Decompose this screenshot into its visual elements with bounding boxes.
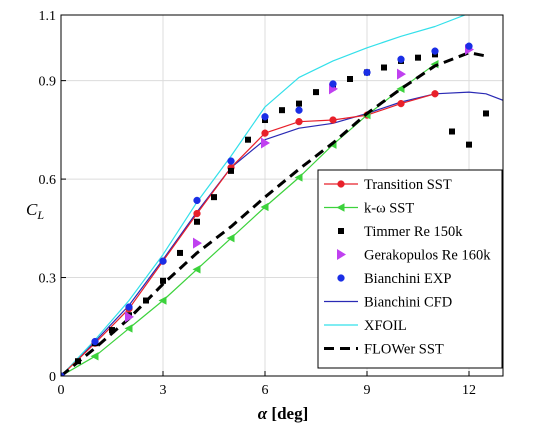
legend-item-k-sst: k-ω SST	[324, 201, 414, 217]
data-point-bianchini-exp	[61, 372, 65, 376]
tick-labels: 0 3 6 9 12 0 0.3 0.6 0.9 1.1	[39, 9, 477, 398]
data-point-k-sst	[192, 265, 201, 274]
legend-label: Transition SST	[364, 177, 452, 193]
legend-marker-gerakopulos-re-160k	[337, 249, 346, 260]
data-point-gerakopulos-re-160k	[397, 68, 406, 80]
y-tick-label: 0.9	[39, 75, 57, 90]
data-point-k-sst	[260, 202, 269, 212]
data-point-k-sst	[226, 233, 235, 243]
legend-marker-k-sst	[336, 203, 345, 212]
legend-item-timmer-re-150k: Timmer Re 150k	[338, 224, 463, 240]
data-point-bianchini-exp	[227, 157, 235, 165]
series-line-flower-sst	[61, 51, 487, 376]
data-point-timmer-re-150k	[449, 128, 455, 135]
legend-label: Gerakopulos Re 160k	[364, 248, 491, 264]
legend-label: FLOWer SST	[364, 342, 444, 358]
data-point-k-sst	[124, 324, 133, 333]
y-tick-label: 0.6	[39, 173, 57, 188]
series-bianchini-cfd	[61, 91, 503, 376]
legend: Transition SST k-ω SST Timmer Re 150k Gerak…	[317, 169, 503, 369]
x-tick-label: 3	[160, 383, 167, 398]
data-point-bianchini-exp	[329, 80, 337, 88]
legend-label: Timmer Re 150k	[364, 224, 463, 240]
data-point-timmer-re-150k	[75, 358, 81, 365]
x-tick-label: 9	[364, 383, 371, 398]
data-point-transition-sst	[295, 118, 303, 126]
data-point-gerakopulos-re-160k	[193, 237, 202, 249]
x-tick-label: 0	[58, 383, 65, 398]
data-point-transition-sst	[329, 116, 337, 124]
data-point-timmer-re-150k	[228, 167, 234, 174]
data-point-transition-sst	[397, 99, 405, 108]
y-tick-label: 0	[49, 370, 56, 385]
y-axis-label: CL	[26, 200, 44, 222]
x-tick-label: 12	[462, 383, 476, 398]
data-point-timmer-re-150k	[177, 249, 183, 256]
legend-label: XFOIL	[364, 318, 407, 334]
data-point-bianchini-exp	[261, 113, 269, 121]
data-point-k-sst	[294, 173, 303, 182]
y-tick-label: 1.1	[39, 9, 57, 24]
data-point-timmer-re-150k	[347, 75, 353, 82]
plot-frame	[60, 14, 504, 377]
data-point-timmer-re-150k	[143, 297, 149, 304]
data-point-gerakopulos-re-160k	[261, 137, 270, 149]
data-point-timmer-re-150k	[245, 136, 251, 143]
data-point-timmer-re-150k	[313, 89, 319, 96]
data-point-timmer-re-150k	[109, 327, 115, 334]
data-point-bianchini-exp	[159, 257, 167, 265]
series-line-xfoil	[61, 15, 467, 376]
axes	[60, 14, 504, 377]
data-point-k-sst	[396, 84, 405, 94]
legend-marker-timmer-re-150k	[338, 228, 344, 234]
data-point-transition-sst	[261, 129, 269, 137]
data-point-gerakopulos-re-160k	[125, 311, 134, 323]
data-point-bianchini-exp	[397, 55, 405, 63]
data-point-timmer-re-150k	[194, 218, 200, 225]
data-point-k-sst	[90, 352, 99, 361]
series-line-transition-sst	[61, 93, 436, 376]
legend-item-bianchini-cfd: Bianchini CFD	[324, 295, 452, 311]
series-line-bianchini-cfd	[61, 91, 503, 376]
data-point-bianchini-exp	[465, 42, 473, 50]
data-point-timmer-re-150k	[279, 107, 285, 114]
data-point-bianchini-exp	[125, 303, 133, 311]
data-point-bianchini-exp	[363, 68, 371, 77]
data-point-timmer-re-150k	[160, 277, 166, 284]
plot-series	[61, 15, 503, 376]
data-point-timmer-re-150k	[211, 194, 217, 201]
legend-label: Bianchini EXP	[364, 271, 451, 287]
legend-item-xfoil: XFOIL	[324, 318, 407, 334]
data-point-timmer-re-150k	[483, 110, 489, 117]
series-xfoil	[61, 15, 467, 376]
data-point-timmer-re-150k	[381, 64, 387, 71]
data-point-timmer-re-150k	[466, 141, 472, 148]
legend-item-transition-sst: Transition SST	[324, 177, 452, 193]
data-point-bianchini-exp	[431, 47, 439, 55]
legend-box	[317, 169, 503, 369]
legend-marker-bianchini-exp	[337, 274, 345, 282]
series-bianchini-exp	[61, 42, 473, 376]
series-flower-sst	[61, 51, 487, 376]
x-axis-label: α [deg]	[258, 404, 308, 423]
legend-item-flower-sst: FLOWer SST	[324, 342, 444, 358]
data-point-bianchini-exp	[193, 196, 201, 205]
data-point-transition-sst	[431, 90, 439, 98]
data-point-timmer-re-150k	[415, 54, 421, 61]
data-point-k-sst	[158, 296, 167, 305]
legend-marker-transition-sst	[337, 180, 345, 188]
legend-item-bianchini-exp: Bianchini EXP	[337, 271, 451, 287]
data-point-timmer-re-150k	[296, 100, 302, 107]
y-tick-label: 0.3	[39, 272, 57, 287]
data-point-transition-sst	[193, 209, 201, 218]
legend-item-gerakopulos-re-160k: Gerakopulos Re 160k	[337, 248, 491, 264]
data-point-bianchini-exp	[91, 337, 99, 346]
legend-label: k-ω SST	[364, 201, 414, 217]
legend-label: Bianchini CFD	[364, 295, 452, 311]
x-tick-label: 6	[262, 383, 269, 398]
data-point-bianchini-exp	[295, 106, 303, 114]
